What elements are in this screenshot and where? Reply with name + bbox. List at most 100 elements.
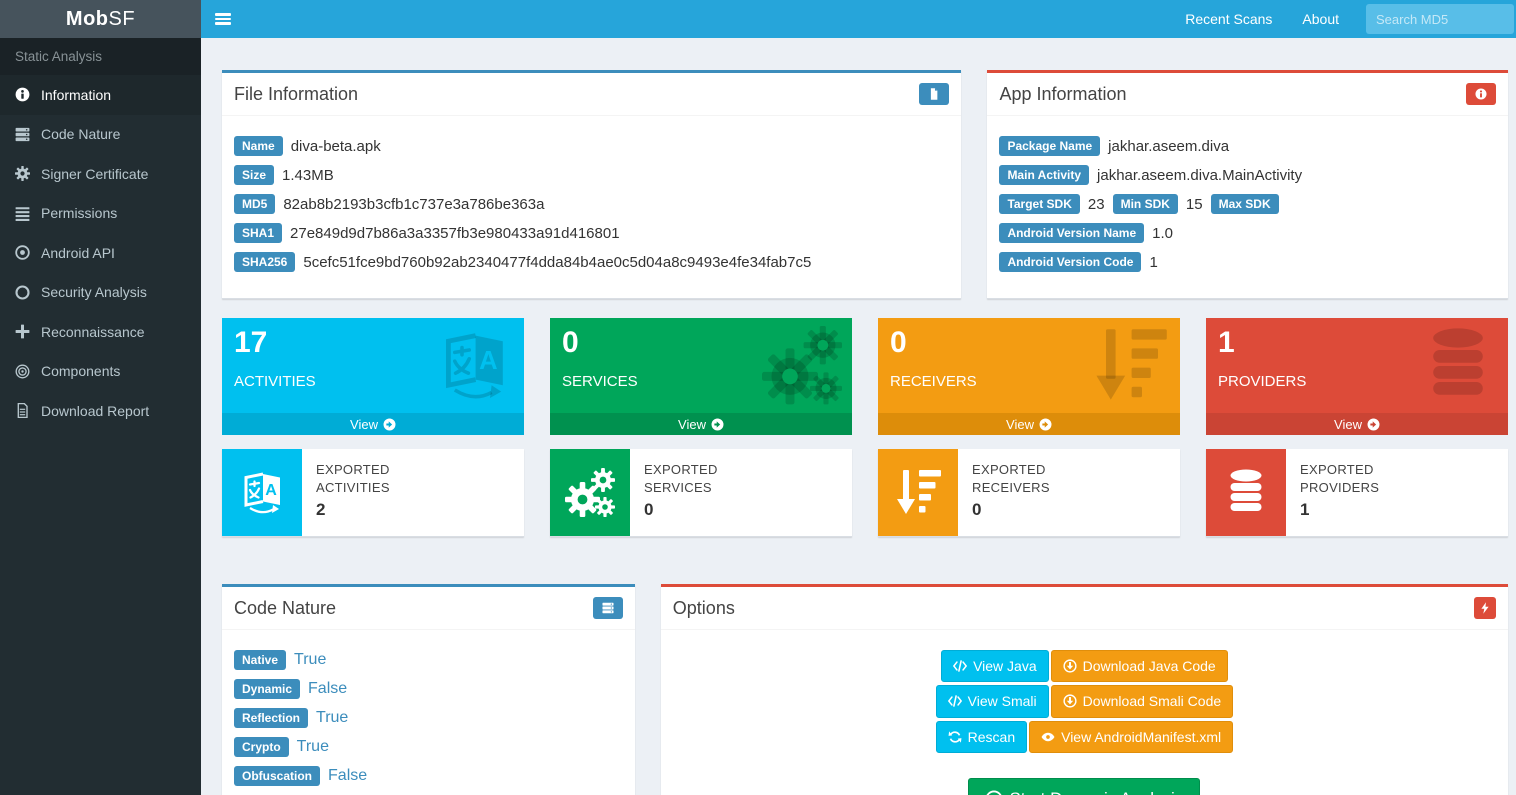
obfuscation-value-link[interactable]: False bbox=[328, 767, 368, 784]
options-card: Options View Java Download Java Code bbox=[660, 584, 1508, 795]
sidebar-toggle-button[interactable] bbox=[201, 0, 245, 38]
list-icon bbox=[15, 206, 30, 221]
exported-activities-box: EXPORTED ACTIVITIES 2 bbox=[222, 449, 524, 537]
package-name-value: jakhar.aseem.diva bbox=[1108, 137, 1230, 155]
exported-providers-box: EXPORTED PROVIDERS 1 bbox=[1206, 449, 1508, 537]
code-nature-row-reflection: Reflection True bbox=[234, 707, 623, 729]
view-smali-button[interactable]: View Smali bbox=[935, 685, 1049, 718]
sidebar-section-header: Static Analysis bbox=[0, 38, 201, 75]
server-icon bbox=[15, 127, 30, 141]
sidebar-item-permissions[interactable]: Permissions bbox=[0, 194, 201, 234]
providers-view-button[interactable]: View bbox=[1206, 413, 1508, 435]
download-java-code-button[interactable]: Download Java Code bbox=[1050, 650, 1228, 683]
main-activity-value: jakhar.aseem.diva.MainActivity bbox=[1097, 166, 1303, 184]
sidebar-item-label: Security Analysis bbox=[41, 284, 147, 301]
native-value-link[interactable]: True bbox=[294, 651, 327, 668]
exported-activities-value: 2 bbox=[316, 500, 326, 519]
exported-services-value: 0 bbox=[644, 500, 654, 519]
dynamic-badge: Dynamic bbox=[234, 679, 301, 699]
dynamic-value-link[interactable]: False bbox=[308, 680, 348, 697]
plus-icon bbox=[15, 324, 30, 339]
top-navbar: Recent Scans About bbox=[201, 0, 1516, 38]
native-badge: Native bbox=[234, 650, 287, 670]
sidebar-item-information[interactable]: Information bbox=[0, 75, 201, 115]
code-nature-row-dynamic: Dynamic False bbox=[234, 678, 623, 700]
hamburger-icon bbox=[215, 13, 231, 25]
view-android-manifest-button[interactable]: View AndroidManifest.xml bbox=[1029, 720, 1234, 753]
logo-light: SF bbox=[108, 7, 136, 30]
exported-receivers-box: EXPORTED RECEIVERS 0 bbox=[878, 449, 1180, 537]
exported-receivers-value: 0 bbox=[972, 500, 982, 519]
activities-count: 17 bbox=[234, 326, 268, 359]
start-dynamic-analysis-button[interactable]: Start Dynamic Analysis bbox=[968, 777, 1201, 795]
exported-line2: ACTIVITIES bbox=[316, 480, 390, 495]
sidebar-item-android-api[interactable]: Android API bbox=[0, 233, 201, 273]
arrow-circle-right-icon bbox=[383, 418, 396, 430]
exported-line1: EXPORTED bbox=[644, 462, 718, 477]
android-version-code-badge: Android Version Code bbox=[999, 252, 1142, 272]
database-icon bbox=[1433, 328, 1483, 395]
download-smali-code-button[interactable]: Download Smali Code bbox=[1050, 685, 1234, 718]
sidebar-item-label: Signer Certificate bbox=[41, 165, 149, 182]
sort-amount-icon bbox=[878, 449, 958, 536]
receivers-view-button[interactable]: View bbox=[878, 413, 1180, 435]
sidebar-item-label: Android API bbox=[41, 244, 115, 261]
search-input[interactable] bbox=[1366, 4, 1514, 34]
nav-link-about[interactable]: About bbox=[1287, 0, 1354, 38]
refresh-icon bbox=[947, 730, 962, 744]
sha256-value: 5cefc51fce9bd760b92ab2340477f4dda84b4ae0… bbox=[303, 253, 812, 271]
file-info-row-sha256: SHA256 5cefc51fce9bd760b92ab2340477f4dda… bbox=[234, 251, 949, 273]
android-version-name-badge: Android Version Name bbox=[999, 223, 1145, 243]
sidebar-item-label: Download Report bbox=[41, 402, 150, 419]
md5-badge: MD5 bbox=[234, 194, 276, 214]
crypto-value-link[interactable]: True bbox=[296, 738, 329, 755]
name-badge: Name bbox=[234, 136, 283, 156]
gear-icon bbox=[15, 166, 30, 182]
obfuscation-badge: Obfuscation bbox=[234, 766, 321, 786]
activities-stat-tile: 17 ACTIVITIES View bbox=[222, 318, 524, 435]
logo-bold: Mob bbox=[65, 7, 109, 30]
sidebar-item-download-report[interactable]: Download Report bbox=[0, 391, 201, 431]
services-view-button[interactable]: View bbox=[550, 413, 852, 435]
services-stat-tile: 0 SERVICES View bbox=[550, 318, 852, 435]
reflection-value-link[interactable]: True bbox=[316, 709, 349, 726]
app-logo[interactable]: Mob SF bbox=[0, 0, 201, 38]
receivers-stat-tile: 0 RECEIVERS View bbox=[878, 318, 1180, 435]
main-activity-badge: Main Activity bbox=[999, 165, 1090, 185]
activities-view-button[interactable]: View bbox=[222, 413, 524, 435]
view-java-button[interactable]: View Java bbox=[941, 650, 1049, 683]
main-content: File Information Name diva-beta.apk Size… bbox=[201, 38, 1516, 795]
app-information-card: App Information Package Name jakhar.asee… bbox=[987, 70, 1508, 299]
app-info-row-sdk: Target SDK 23 Min SDK 15 Max SDK bbox=[999, 193, 1496, 215]
sha1-value: 27e849d9d7b86a3a3357fb3e980433a91d416801 bbox=[290, 224, 620, 242]
reflection-badge: Reflection bbox=[234, 708, 309, 728]
size-badge: Size bbox=[234, 165, 275, 185]
gears-icon bbox=[762, 326, 842, 406]
nav-link-recent-scans[interactable]: Recent Scans bbox=[1170, 0, 1287, 38]
sidebar-item-components[interactable]: Components bbox=[0, 352, 201, 392]
card-title: App Information bbox=[999, 83, 1127, 104]
target-sdk-badge: Target SDK bbox=[999, 194, 1080, 214]
arrow-circle-right-icon bbox=[711, 418, 724, 430]
exported-providers-value: 1 bbox=[1300, 500, 1310, 519]
sidebar-item-reconnaissance[interactable]: Reconnaissance bbox=[0, 312, 201, 352]
sidebar-item-security-analysis[interactable]: Security Analysis bbox=[0, 273, 201, 313]
sha1-badge: SHA1 bbox=[234, 223, 283, 243]
activities-label: ACTIVITIES bbox=[234, 373, 316, 390]
sidebar-item-label: Information bbox=[41, 86, 112, 103]
code-nature-card: Code Nature Native True Dynamic False Re… bbox=[222, 584, 635, 795]
sidebar-item-code-nature[interactable]: Code Nature bbox=[0, 115, 201, 155]
services-count: 0 bbox=[562, 326, 579, 359]
sidebar-item-signer-certificate[interactable]: Signer Certificate bbox=[0, 154, 201, 194]
file-information-card: File Information Name diva-beta.apk Size… bbox=[222, 70, 962, 299]
bullseye-icon bbox=[15, 364, 30, 379]
android-version-name-value: 1.0 bbox=[1152, 224, 1173, 242]
exported-services-box: EXPORTED SERVICES 0 bbox=[550, 449, 852, 537]
dot-circle-icon bbox=[15, 245, 30, 260]
min-sdk-value: 15 bbox=[1185, 195, 1203, 213]
sidebar-item-label: Components bbox=[41, 363, 121, 380]
exported-line2: SERVICES bbox=[644, 480, 712, 495]
rescan-button[interactable]: Rescan bbox=[935, 720, 1028, 753]
server-icon bbox=[592, 597, 623, 619]
target-sdk-value: 23 bbox=[1087, 195, 1105, 213]
